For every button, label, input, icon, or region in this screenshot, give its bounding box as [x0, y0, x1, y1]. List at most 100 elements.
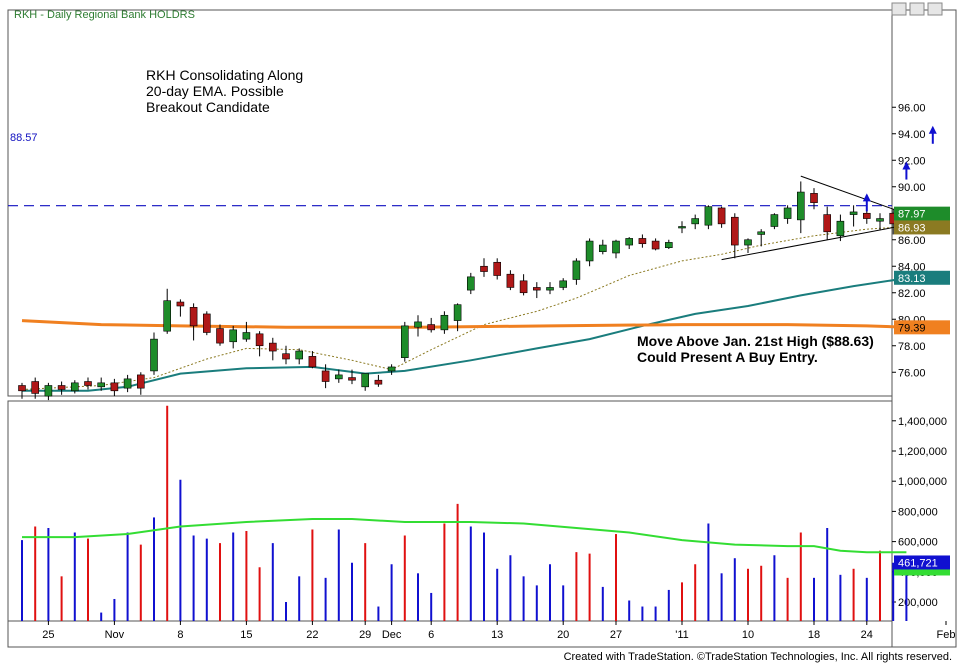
candle-body — [334, 374, 343, 380]
candle-body — [31, 381, 40, 394]
candle-body — [783, 207, 792, 219]
reference-line-label: 88.57 — [10, 132, 38, 144]
candle-body — [361, 373, 370, 388]
candle-body — [414, 321, 422, 328]
time-tick-label: 27 — [610, 629, 622, 641]
footer: Created with TradeStation. ©TradeStation… — [0, 650, 958, 666]
breakout-arrow-head — [928, 125, 937, 134]
price-label-box — [894, 206, 950, 221]
candle-body — [71, 382, 79, 392]
breakout-arrow-head — [902, 161, 911, 170]
candle-body — [849, 211, 858, 215]
price-label-box — [894, 320, 950, 335]
panel-close-button — [927, 2, 943, 16]
candle-body — [242, 332, 251, 340]
candle-body — [123, 378, 132, 389]
panel-maximize-button — [909, 2, 925, 16]
breakout-arrow-head — [862, 193, 871, 202]
price-tick-label: 76.00 — [898, 367, 926, 379]
volume-tick-label: 200,000 — [898, 597, 938, 609]
time-tick-label: 18 — [808, 629, 820, 641]
price-label-box — [894, 270, 950, 285]
annotation-consolidation-line-1: RKH Consolidating Along — [146, 67, 303, 83]
candle-body — [651, 240, 660, 250]
time-tick-label: 25 — [42, 629, 54, 641]
candle-body — [387, 366, 396, 372]
candle-body — [796, 191, 805, 221]
candle-body — [427, 324, 436, 331]
candle-body — [84, 381, 92, 386]
candle-body — [466, 276, 475, 291]
chart-title: RKH - Daily Regional Bank HOLDRS — [14, 9, 195, 21]
price-tick-label: 84.00 — [898, 261, 926, 273]
footer-credit: Created with TradeStation. ©TradeStation… — [563, 651, 952, 663]
candle-body — [638, 238, 647, 245]
volume-tick-label: 1,200,000 — [898, 446, 947, 458]
candle-body — [572, 260, 581, 280]
candle-body — [229, 329, 237, 343]
candle-body — [862, 212, 871, 219]
candle-body — [216, 328, 224, 344]
time-tick-label: 15 — [240, 629, 252, 641]
candle-body — [57, 385, 66, 390]
candle-body — [189, 307, 198, 327]
price-label-value: 83.13 — [898, 273, 926, 285]
volume-average-line — [22, 518, 907, 554]
volume-tick-label: 1,000,000 — [898, 476, 947, 488]
candle-body — [268, 342, 277, 352]
panel-minimize-button — [891, 2, 907, 16]
price-pane: 76.0078.0080.0082.0084.0086.0088.0090.00… — [7, 2, 957, 648]
candle-body — [598, 244, 607, 252]
price-tick-label: 92.00 — [898, 155, 926, 167]
candle-body — [400, 325, 409, 358]
time-tick-label: 10 — [742, 629, 754, 641]
time-tick-label: 6 — [428, 629, 434, 641]
candle-body — [295, 350, 304, 360]
time-tick-label: Dec — [382, 629, 402, 641]
candle-body — [348, 377, 356, 381]
volume-tick-label: 800,000 — [898, 506, 938, 518]
candle-body — [691, 218, 700, 225]
time-tick-label: 20 — [557, 629, 569, 641]
candle-body — [559, 280, 568, 288]
triangle-lower-line — [721, 222, 920, 261]
candle-body — [321, 370, 330, 382]
candle-body — [44, 385, 53, 397]
candle-body — [770, 214, 779, 227]
candle-body — [810, 193, 818, 203]
candle-body — [18, 385, 26, 392]
candle-body — [730, 216, 739, 246]
candle-body — [757, 231, 766, 235]
candle-body — [374, 379, 383, 385]
candle-body — [506, 273, 515, 288]
candle-body — [163, 300, 171, 332]
price-label-value: 87.97 — [898, 209, 926, 221]
candle-body — [453, 304, 462, 321]
time-tick-label: '11 — [675, 629, 689, 641]
volume-label-box — [894, 555, 950, 570]
candle-body — [532, 287, 541, 291]
candle-body — [836, 220, 845, 237]
price-tick-label: 94.00 — [898, 129, 926, 141]
candle-body — [97, 382, 105, 388]
annotation-buy-entry-line-1: Move Above Jan. 21st High ($88.63) — [637, 333, 874, 349]
volume-label-value: 461,721 — [898, 557, 938, 569]
price-label-box — [894, 220, 950, 235]
candle-body — [744, 239, 752, 246]
candle-body — [625, 238, 634, 246]
annotation-consolidation-line-2: 20-day EMA. Possible — [146, 83, 284, 99]
price-label-value: 86.93 — [898, 222, 926, 234]
price-tick-label: 96.00 — [898, 102, 926, 114]
candle-body — [704, 206, 713, 226]
volume-average-label-box — [894, 569, 950, 576]
candle-body — [150, 338, 158, 372]
candle-body — [678, 226, 686, 229]
time-tick-label: Nov — [105, 629, 125, 641]
time-tick-label: Feb — [937, 629, 956, 641]
time-tick-label: 29 — [359, 629, 371, 641]
time-tick-label: 24 — [861, 629, 873, 641]
time-tick-label: 8 — [177, 629, 183, 641]
candle-body — [717, 207, 726, 225]
annotation-consolidation-line-3: Breakout Candidate — [146, 99, 270, 115]
